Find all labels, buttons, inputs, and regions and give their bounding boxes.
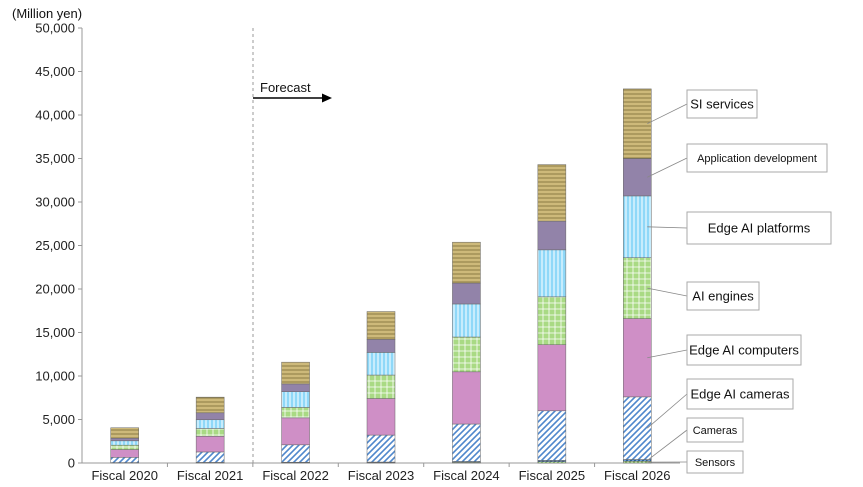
bar-segment [537,344,567,412]
forecast-label: Forecast [260,80,311,95]
bar-segment [281,383,310,392]
legend-label: Edge AI platforms [708,221,811,236]
bar-segment [623,195,652,258]
bar-segment [537,296,567,345]
bar-segment [195,436,225,453]
bar-segment [281,391,310,408]
legend-label: Edge AI computers [689,343,799,358]
y-tick-label: 5,000 [42,412,75,427]
bars-layer [110,88,652,464]
x-tick-label: Fiscal 2023 [348,468,414,483]
callout-leader [647,349,688,359]
bar-segment [366,398,396,436]
bar-segment [537,220,567,251]
legend-label: Application development [697,153,817,165]
bar-segment [110,444,139,450]
bar-segment [452,336,481,373]
y-tick-label: 35,000 [35,151,75,166]
callout-leader [647,226,688,229]
bar-segment [281,444,310,463]
x-tick-label: Fiscal 2024 [433,468,499,483]
callout-leader [647,157,688,178]
callout-box [686,334,802,366]
bar-segment [195,396,225,414]
y-tick-label: 50,000 [35,21,75,36]
y-tick-label: 25,000 [35,238,75,253]
legend-label: Sensors [695,457,736,469]
y-tick-label: 45,000 [35,64,75,79]
bar-segment [537,249,567,298]
y-axis: 0 5,000 10,000 15,000 20,000 25,000 30,000 35,0… [35,21,83,471]
legend-label: Cameras [693,425,738,437]
callout-leader [647,429,688,461]
bar-segment [366,374,396,399]
bar-segment [195,412,225,421]
bar-segment [366,311,396,340]
x-tick-label: Fiscal 2020 [91,468,157,483]
y-tick-label: 10,000 [35,369,75,384]
x-tick-label: Fiscal 2021 [177,468,243,483]
callout-leader [647,103,688,125]
bar-segment [623,459,652,462]
x-axis: Fiscal 2020 Fiscal 2021 Fiscal 2022 Fiscal … [82,462,680,483]
callout-box [686,211,832,245]
bar-segment [623,318,652,398]
bar-segment [537,164,567,222]
bar-segment [623,158,652,197]
callout-box [686,143,828,173]
legend-label: AI engines [692,289,754,304]
bar-segment [452,282,481,305]
bar-segment [110,437,139,442]
bar-segment [623,461,652,464]
x-tick-label: Fiscal 2025 [519,468,585,483]
y-tick-label: 15,000 [35,325,75,340]
bar-segment [623,88,652,159]
callout-box [686,281,760,311]
bar-segment [366,434,396,463]
bar-segment [195,428,225,437]
bar-segment [452,371,481,425]
bar-segment [366,339,396,353]
series-callouts: SI services Application development Edge A… [647,89,832,474]
forecast-arrow-icon [253,93,332,103]
bar-segment [281,407,310,419]
bar-segment [281,361,310,385]
bar-segment [281,417,310,446]
bar-segment [452,303,481,338]
y-tick-label: 40,000 [35,108,75,123]
x-tick-label: Fiscal 2022 [262,468,328,483]
callout-box [686,450,744,474]
bar-segment [110,457,139,463]
bar-segment [623,257,652,319]
bar-segment [623,396,652,460]
bar-segment [195,419,225,429]
bar-segment [366,352,396,376]
callout-box [686,89,758,119]
bar-segment [195,451,225,463]
callout-box [686,378,794,410]
bar-segment [537,410,567,461]
y-tick-label: 20,000 [35,282,75,297]
legend-label: SI services [690,97,754,112]
bar-segment [110,440,139,446]
unit-label: (Million yen) [12,6,82,21]
callout-box [686,417,744,443]
x-tick-label: Fiscal 2026 [604,468,670,483]
bar-segment [110,427,139,439]
bar-segment [452,423,481,462]
callout-leader [647,393,688,429]
callout-leader [647,287,688,297]
bar-segment [110,449,139,458]
bar-segment [452,241,481,284]
legend-label: Edge AI cameras [691,387,790,402]
y-tick-label: 30,000 [35,195,75,210]
y-tick-label: 0 [68,456,75,471]
